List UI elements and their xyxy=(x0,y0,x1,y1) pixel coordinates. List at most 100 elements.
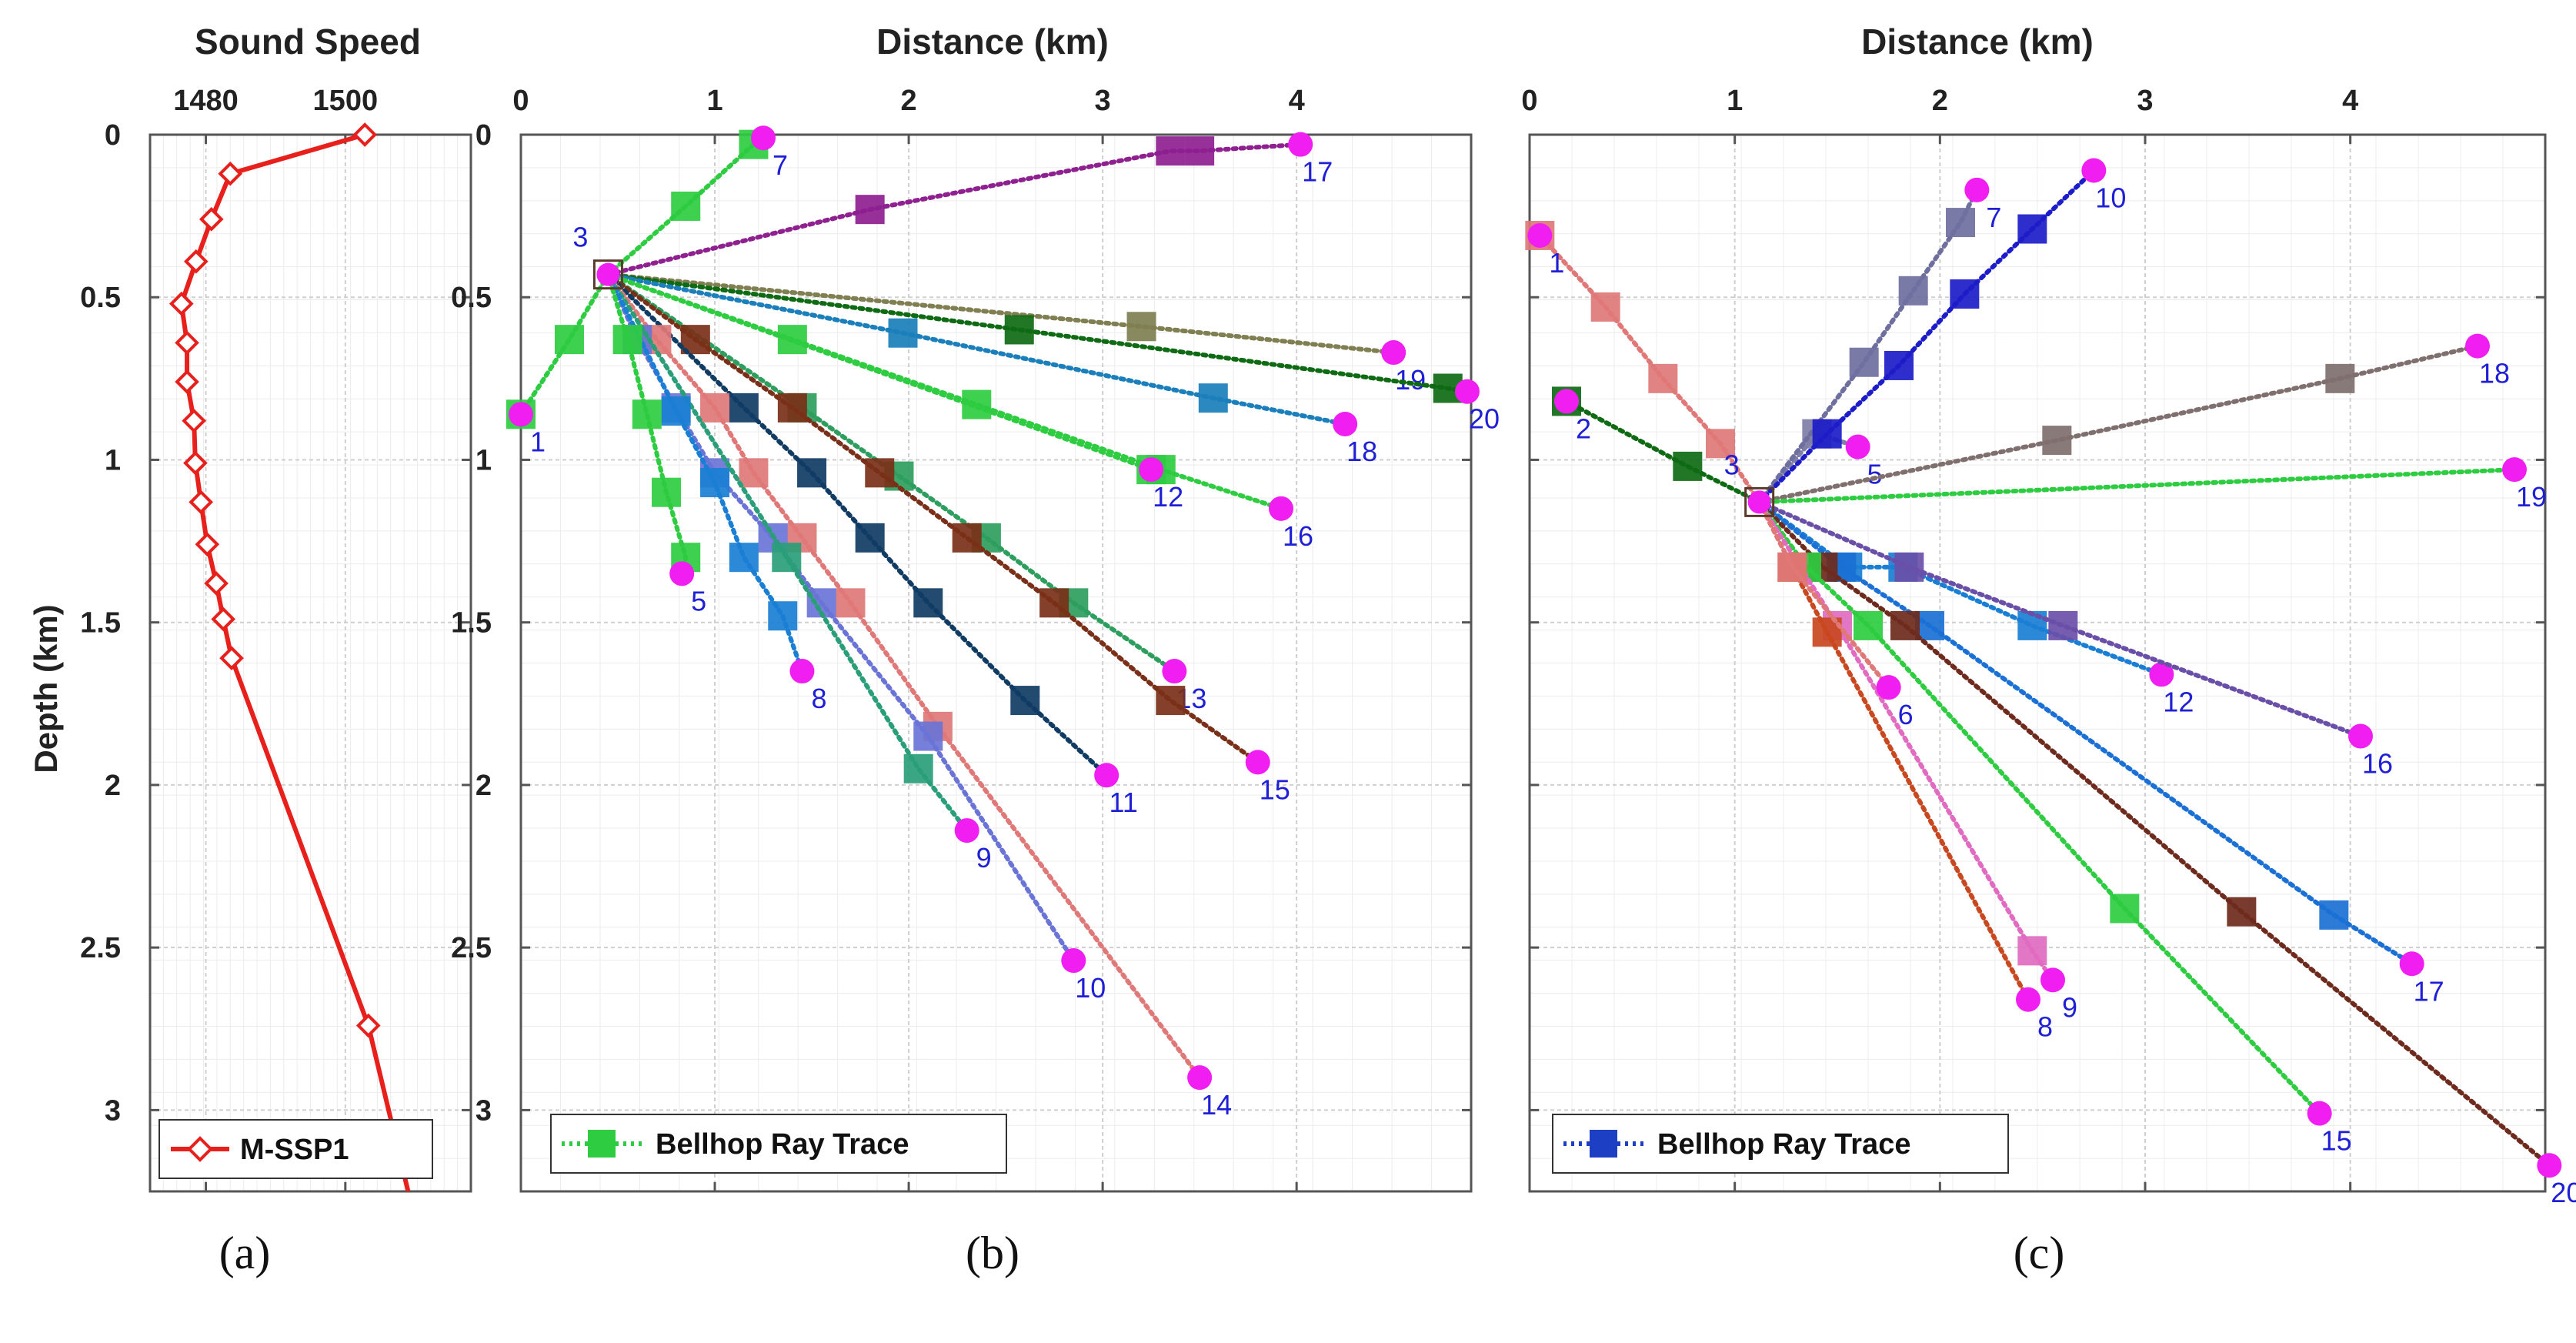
legend-label: Bellhop Ray Trace xyxy=(1657,1128,1910,1161)
receiver-point xyxy=(789,659,815,684)
profile-marker xyxy=(183,450,208,476)
ray-square xyxy=(1156,686,1186,716)
receiver-label: 17 xyxy=(2414,975,2444,1007)
panel-a-ylabel: Depth (km) xyxy=(28,604,64,773)
ray-square xyxy=(797,458,827,488)
ray-10: 10 xyxy=(1757,158,2126,505)
receiver-label: 18 xyxy=(1346,436,1377,467)
ray-square xyxy=(768,601,798,631)
ray-square xyxy=(1198,383,1228,413)
y-tick-label: 2 xyxy=(475,770,492,802)
profile-marker xyxy=(352,122,378,147)
receiver-label: 6 xyxy=(1898,699,1914,730)
receiver-point xyxy=(509,402,533,427)
ray-square xyxy=(2048,610,2078,640)
receiver-point xyxy=(954,818,979,844)
profile-marker xyxy=(189,489,214,515)
ray-square xyxy=(888,318,918,348)
ray-17: 17 xyxy=(606,132,1333,277)
profile-marker xyxy=(204,571,229,596)
receiver-label: 10 xyxy=(1075,972,1106,1004)
receiver-point xyxy=(1381,340,1406,366)
ray-square xyxy=(1812,617,1842,647)
y-tick-label: 1 xyxy=(475,444,492,476)
ray-square xyxy=(1590,292,1620,322)
panel-label-c: (c) xyxy=(2014,1228,2065,1278)
ray-20: 20 xyxy=(1757,499,2576,1208)
ray-square xyxy=(2110,894,2140,924)
receiver-label: 11 xyxy=(1109,787,1137,818)
plot-frame-a xyxy=(148,133,472,1193)
receiver-label: 7 xyxy=(772,149,788,181)
sound-speed-line xyxy=(179,135,411,1191)
legend-panelC: Bellhop Ray Trace xyxy=(1552,1114,2009,1174)
ray-square xyxy=(913,588,943,618)
receiver-label: 9 xyxy=(976,842,992,874)
ray-square xyxy=(2325,363,2355,393)
receiver-point xyxy=(669,561,695,586)
ray-square xyxy=(865,458,895,488)
receiver-label: 12 xyxy=(2163,686,2194,717)
ray-path xyxy=(606,272,1348,426)
ray-7: 7 xyxy=(1757,177,2001,505)
profile-marker xyxy=(219,646,244,670)
receiver-point xyxy=(2348,723,2373,749)
ray-square xyxy=(1185,136,1215,166)
receiver-label: 5 xyxy=(1867,459,1883,490)
ray-square xyxy=(671,191,701,221)
legend-diamond-icon xyxy=(187,1136,213,1162)
ray-path xyxy=(1757,499,2363,739)
ray-path xyxy=(606,272,1396,356)
receiver-point xyxy=(2537,1153,2562,1178)
ray-square xyxy=(1126,312,1156,342)
ray-square xyxy=(777,393,807,423)
receiver-point xyxy=(1269,496,1293,521)
receiver-label: 10 xyxy=(2095,182,2126,213)
receiver-label: 18 xyxy=(2479,358,2510,389)
plot-frame-panelC xyxy=(1528,133,2547,1193)
ray-path xyxy=(606,272,1154,473)
y-tick-label: 0.5 xyxy=(451,282,492,314)
profile-marker xyxy=(175,369,199,394)
receiver-point xyxy=(2465,333,2490,359)
ray-6: 6 xyxy=(1757,499,1914,730)
y-tick-label: 3 xyxy=(105,1094,121,1127)
panel-a-title: Sound Speed xyxy=(195,22,421,62)
ray-square xyxy=(952,523,982,553)
panel-c: Distance (km) 0 1 2 3 4125710181912161720159… xyxy=(1521,22,2576,1208)
receiver-point xyxy=(1964,177,1990,202)
ray-9: 9 xyxy=(606,272,992,874)
receiver-point xyxy=(1333,411,1358,436)
ray-square xyxy=(555,325,585,355)
receiver-point xyxy=(1061,948,1086,974)
ray-square xyxy=(1010,686,1040,716)
receiver-point xyxy=(1554,389,1579,414)
legend-box xyxy=(550,1114,1007,1174)
ray-square xyxy=(729,543,759,573)
y-tick-label: 3 xyxy=(475,1094,492,1127)
ray-1: 1 xyxy=(1525,220,1762,505)
ray-square xyxy=(1673,451,1703,481)
profile-marker xyxy=(182,408,206,433)
ray-11: 11 xyxy=(606,272,1138,818)
ray-square xyxy=(1884,350,1914,380)
receiver-label: 15 xyxy=(1260,773,1290,805)
ray-path xyxy=(1757,343,2480,505)
ray-19: 19 xyxy=(1757,457,2547,513)
ray-square xyxy=(1950,279,1980,309)
x-tick-label: 1500 xyxy=(313,85,379,117)
x-tick-label: 2 xyxy=(1932,85,1948,117)
profile-marker xyxy=(199,207,224,232)
receiver-label: 20 xyxy=(1469,403,1500,435)
receiver-label: 7 xyxy=(1986,202,2001,233)
ray-square xyxy=(2227,897,2257,927)
receiver-point xyxy=(2399,951,2424,977)
receiver-label: 20 xyxy=(2551,1177,2576,1208)
ray-18: 18 xyxy=(1757,333,2510,505)
receiver-point xyxy=(2502,457,2527,483)
ray-square xyxy=(1894,552,1924,582)
ray-path xyxy=(606,272,1203,1081)
ray-square xyxy=(1898,276,1928,306)
panel-b-title: Distance (km) xyxy=(876,22,1109,62)
ray-square xyxy=(632,399,662,429)
